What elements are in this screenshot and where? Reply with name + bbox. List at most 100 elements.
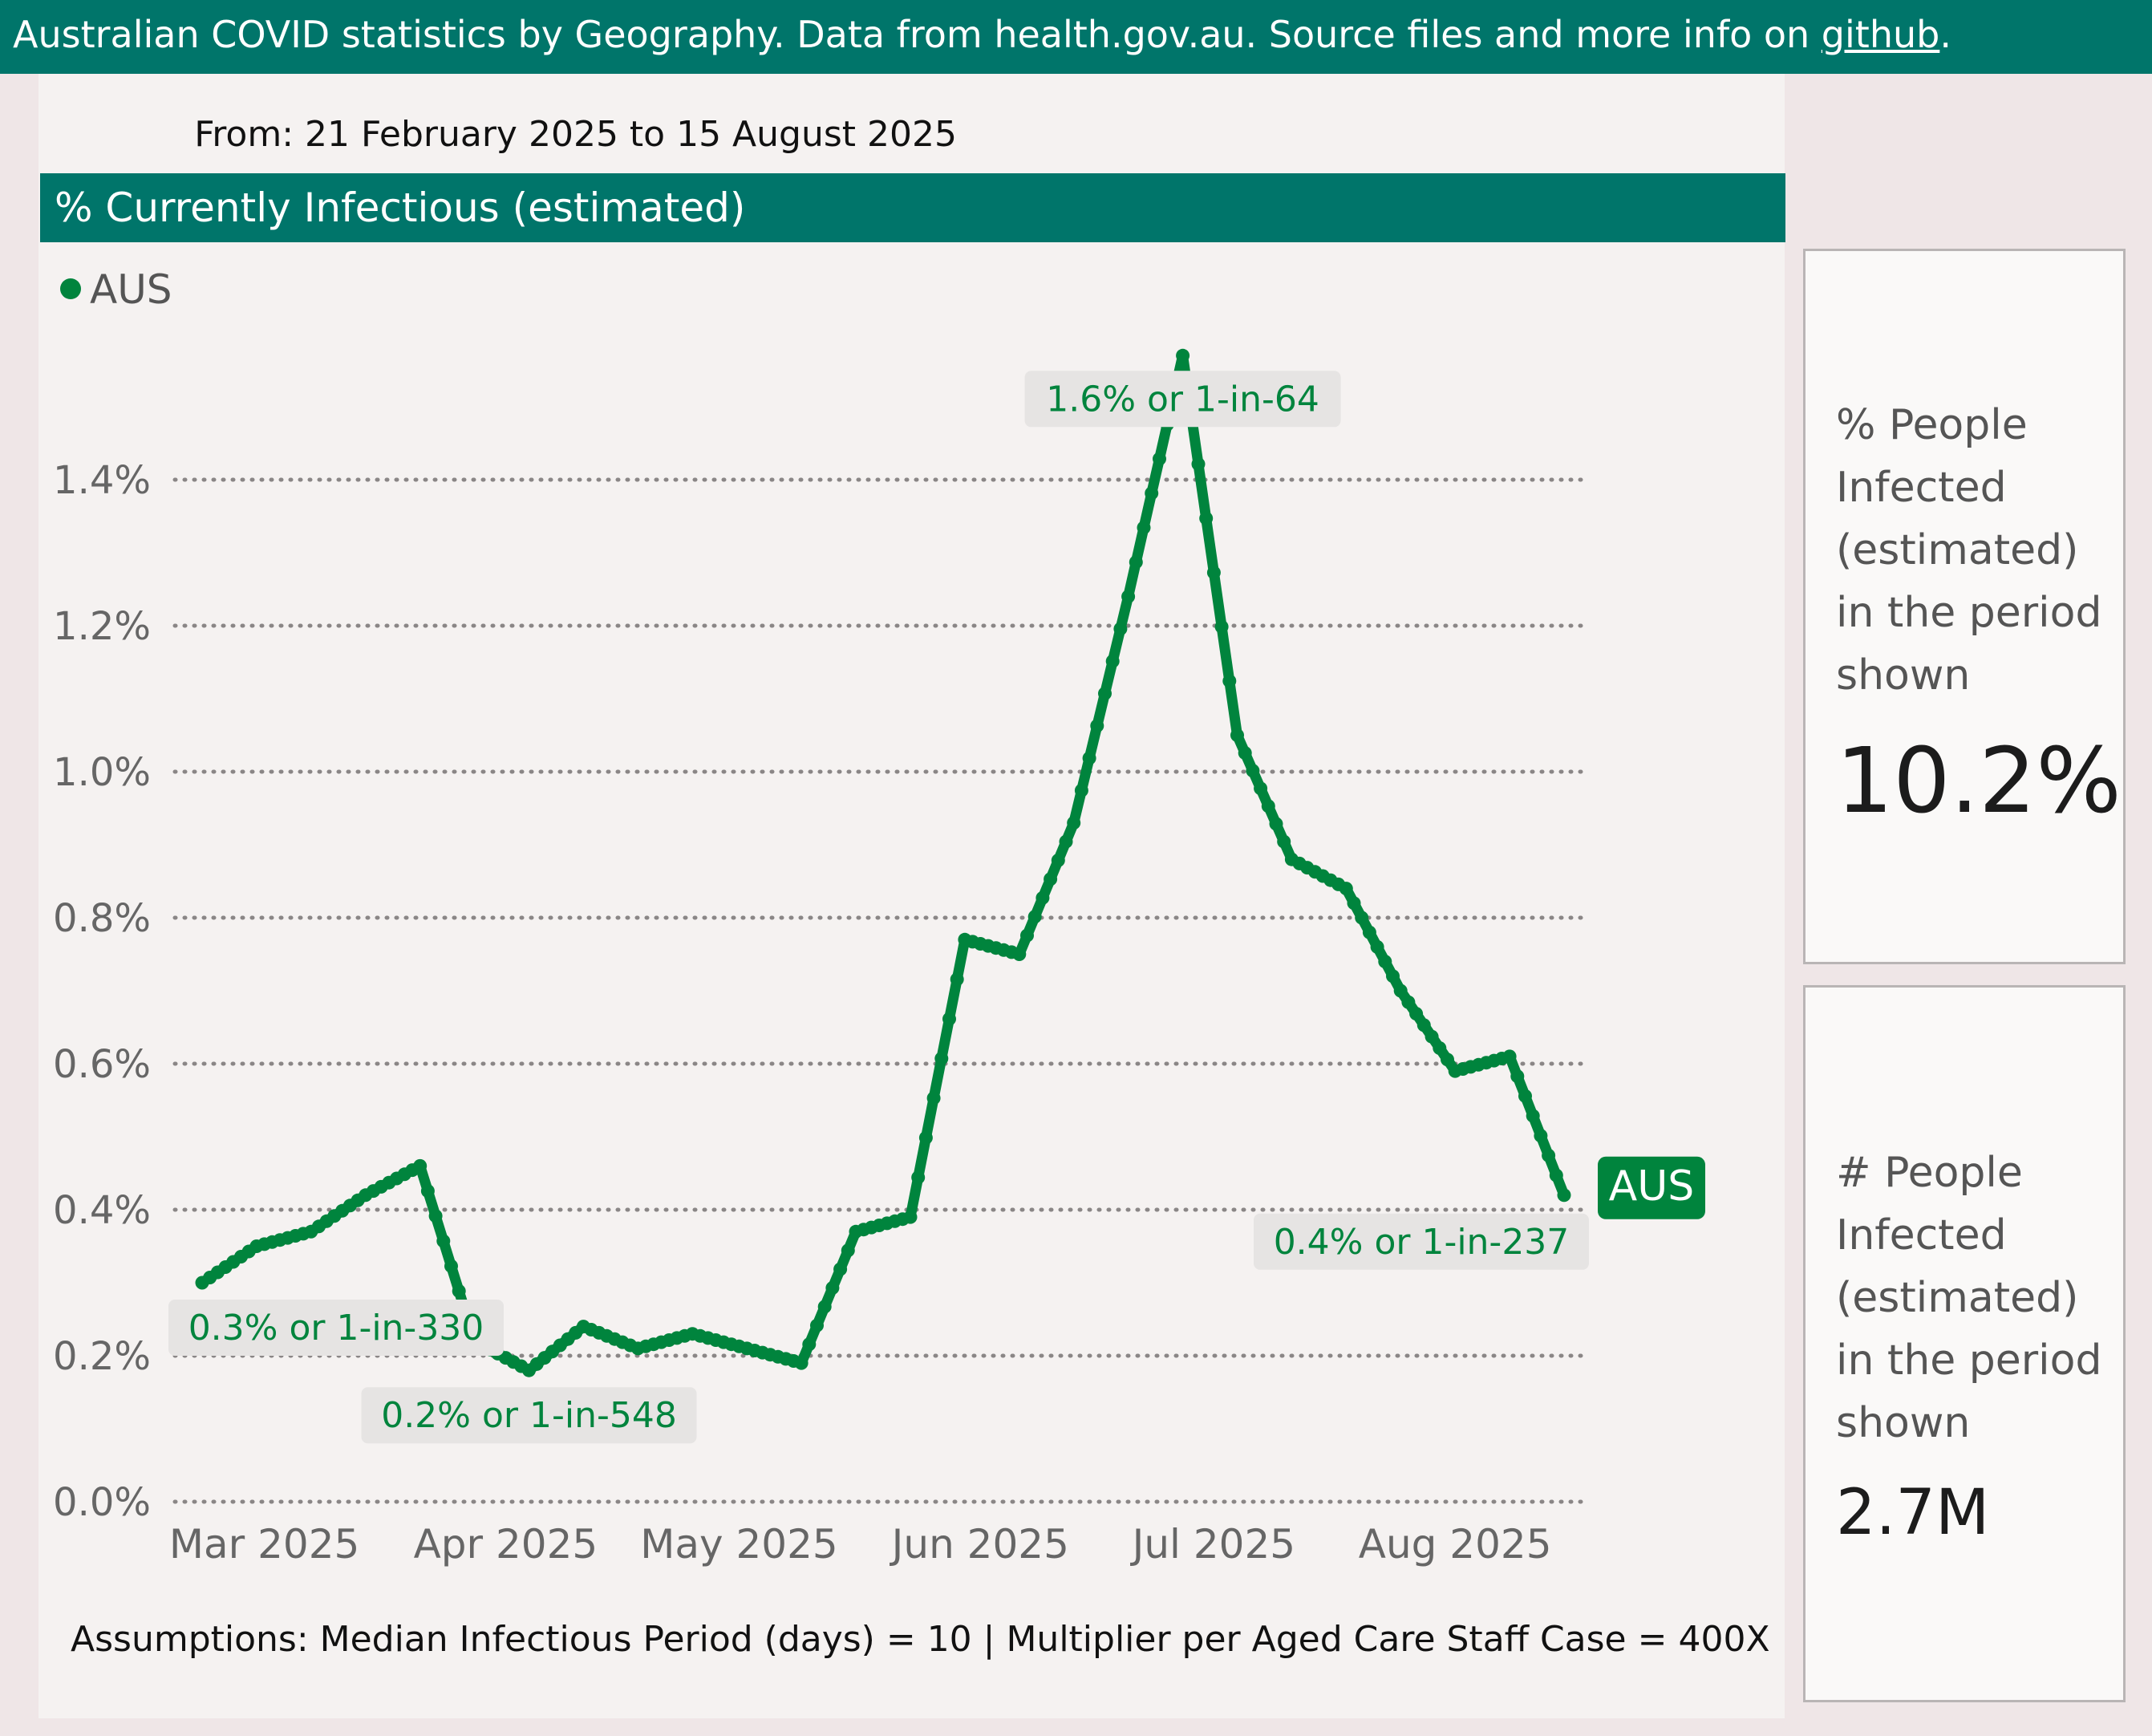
data-point <box>825 1281 840 1295</box>
y-tick-label: 1.4% <box>53 458 151 503</box>
assumptions-footer: Assumptions: Median Infectious Period (d… <box>71 1619 1770 1660</box>
x-tick-label: May 2025 <box>640 1521 838 1568</box>
percent-infected-label: % People Infected (estimated) in the per… <box>1836 401 2102 700</box>
data-point <box>1230 728 1244 742</box>
data-point <box>1269 817 1283 831</box>
data-point <box>1098 687 1112 700</box>
people-infected-card: # People Infected (estimated) in the per… <box>1803 985 2126 1702</box>
data-point <box>1020 928 1034 943</box>
github-link[interactable]: github <box>1821 13 1940 56</box>
data-point <box>950 972 964 987</box>
x-tick-label: Apr 2025 <box>414 1521 598 1568</box>
data-point <box>1277 834 1291 849</box>
data-point <box>1386 969 1400 984</box>
data-point <box>1090 719 1104 733</box>
data-point <box>1206 566 1221 580</box>
banner-text: Australian COVID statistics by Geography… <box>13 0 1951 69</box>
x-tick-label: Jun 2025 <box>890 1521 1069 1568</box>
top-banner: Australian COVID statistics by Geography… <box>0 0 2152 74</box>
annotation-box <box>361 1387 697 1444</box>
legend-label: AUS <box>90 266 172 313</box>
data-point <box>794 1356 809 1370</box>
annotation-box <box>168 1300 504 1356</box>
data-point <box>1176 348 1190 363</box>
x-tick-label: Aug 2025 <box>1359 1521 1552 1568</box>
data-point <box>934 1052 949 1065</box>
y-tick-label: 0.6% <box>53 1042 151 1087</box>
data-point <box>1067 816 1081 830</box>
annotation-box <box>1254 1213 1589 1270</box>
data-point <box>918 1130 933 1145</box>
data-point <box>1191 457 1206 471</box>
data-point <box>428 1209 443 1223</box>
data-point <box>911 1170 926 1185</box>
y-tick-label: 0.0% <box>53 1480 151 1525</box>
people-infected-label: # People Infected (estimated) in the per… <box>1836 1149 2102 1447</box>
data-point <box>1254 781 1268 796</box>
data-point <box>1347 896 1361 911</box>
data-point <box>413 1158 428 1173</box>
people-infected-value: 2.7M <box>1836 1477 1990 1549</box>
data-point <box>942 1012 956 1026</box>
data-point <box>1082 751 1096 765</box>
data-point <box>1059 834 1073 849</box>
data-point <box>1222 674 1237 688</box>
data-point <box>1425 1029 1439 1044</box>
data-point <box>1370 939 1384 954</box>
data-point <box>1044 872 1058 886</box>
annotation-label: 0.3% or 1-in-330 <box>188 1308 484 1349</box>
data-point <box>436 1234 451 1248</box>
annotation-label: 0.2% or 1-in-548 <box>381 1395 677 1436</box>
data-point <box>444 1259 458 1273</box>
data-point <box>1129 555 1143 570</box>
data-point <box>802 1337 817 1352</box>
data-point <box>1238 746 1252 761</box>
y-tick-label: 0.4% <box>53 1188 151 1233</box>
data-point <box>1502 1049 1517 1064</box>
data-point <box>1074 783 1088 797</box>
annotation-label: 1.6% or 1-in-64 <box>1046 379 1319 420</box>
annotation-box <box>1024 371 1341 428</box>
chart-panel <box>39 74 1785 1718</box>
data-point <box>1145 486 1159 501</box>
y-tick-label: 1.0% <box>53 750 151 795</box>
series-end-label: AUS <box>1609 1162 1695 1211</box>
data-point <box>833 1262 848 1276</box>
data-point <box>1153 452 1166 466</box>
data-point <box>1441 1053 1454 1067</box>
data-point <box>1105 654 1120 668</box>
data-point <box>1526 1109 1540 1123</box>
data-point <box>1214 619 1229 634</box>
data-point <box>1035 890 1050 905</box>
data-point <box>1433 1041 1447 1055</box>
percent-infected-card: % People Infected (estimated) in the per… <box>1803 249 2126 964</box>
data-point <box>903 1210 918 1224</box>
data-point <box>1409 1007 1424 1021</box>
series-end-badge <box>1598 1156 1705 1219</box>
percent-infected-value: 10.2% <box>1836 729 2122 834</box>
data-point <box>1339 882 1353 896</box>
data-point <box>1355 911 1369 925</box>
data-point <box>1549 1168 1563 1182</box>
data-point <box>1246 764 1260 778</box>
data-point <box>1137 521 1151 535</box>
data-point <box>1051 854 1065 867</box>
data-point <box>1012 947 1027 961</box>
chart-title-bar: % Currently Infectious (estimated) <box>40 173 1785 242</box>
chart-title: % Currently Infectious (estimated) <box>55 185 746 231</box>
data-point <box>810 1318 824 1332</box>
legend-marker <box>60 278 81 299</box>
annotation-label: 0.4% or 1-in-237 <box>1274 1222 1570 1263</box>
data-point <box>1401 995 1416 1009</box>
data-point <box>926 1091 941 1105</box>
data-point <box>841 1243 855 1258</box>
data-point <box>1416 1018 1431 1032</box>
banner-text-after-link: . <box>1939 13 1951 56</box>
data-point <box>1393 984 1408 998</box>
data-point <box>1362 925 1376 939</box>
data-point <box>1261 799 1275 813</box>
data-point <box>817 1300 832 1314</box>
data-point <box>1510 1069 1525 1084</box>
data-point <box>1542 1148 1556 1162</box>
